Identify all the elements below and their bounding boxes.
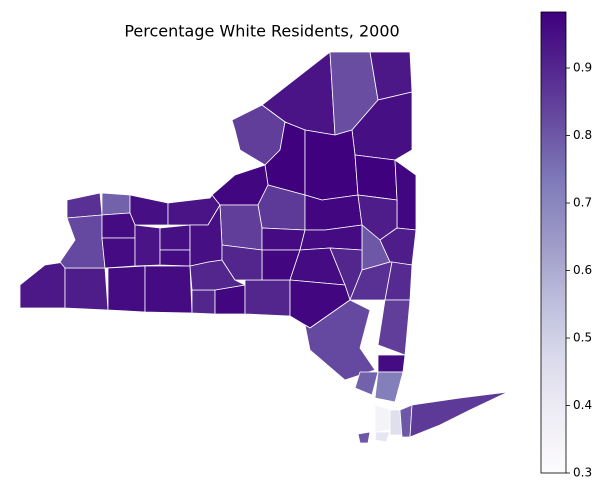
county	[101, 212, 136, 239]
county	[377, 299, 411, 356]
county	[59, 214, 106, 269]
county	[354, 371, 379, 396]
county	[219, 204, 263, 251]
county	[357, 431, 371, 444]
county	[304, 129, 359, 201]
tick-label: 0.6	[573, 263, 592, 277]
county	[107, 265, 146, 313]
colorbar: 0.3 0.4 0.5 0.6 0.7 0.8 0.9	[540, 11, 592, 480]
county	[19, 261, 66, 309]
county	[261, 227, 306, 251]
county	[66, 192, 103, 219]
tick-label: 0.9	[573, 61, 592, 75]
tick-label: 0.4	[573, 398, 592, 412]
county	[244, 279, 291, 317]
tick-label: 0.3	[573, 466, 592, 480]
tick-label: 0.7	[573, 196, 592, 210]
county	[374, 431, 391, 443]
county	[304, 194, 363, 231]
county	[211, 164, 269, 206]
county	[374, 371, 404, 403]
county	[304, 299, 376, 381]
county	[64, 267, 109, 311]
colorbar-body	[540, 11, 567, 474]
county	[409, 391, 509, 438]
tick-label: 0.5	[573, 331, 592, 345]
map	[19, 51, 509, 444]
county	[374, 404, 393, 433]
county	[129, 194, 169, 226]
county	[354, 154, 398, 201]
county	[144, 265, 193, 314]
county	[221, 244, 263, 281]
county	[159, 249, 191, 267]
chart-title: Percentage White Residents, 2000	[124, 22, 399, 41]
county	[101, 237, 136, 269]
tick-label: 0.8	[573, 128, 592, 142]
county	[191, 289, 216, 315]
county	[101, 192, 131, 216]
county	[134, 224, 161, 267]
county	[159, 224, 191, 251]
county	[394, 159, 417, 231]
county	[377, 354, 406, 373]
